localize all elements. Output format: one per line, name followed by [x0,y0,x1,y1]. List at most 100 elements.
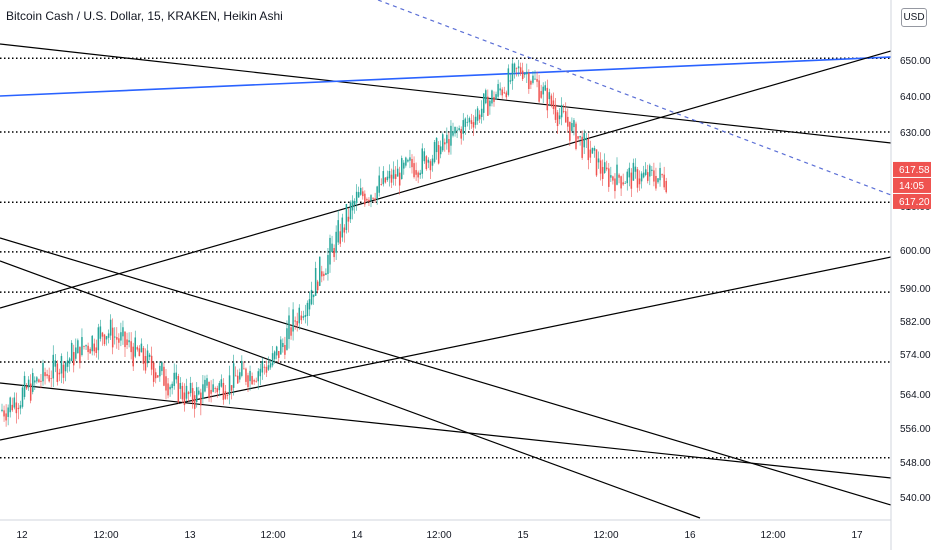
candle-body [644,169,647,175]
candle-body [550,95,553,106]
candle-body [431,158,434,166]
candle-body [378,175,380,193]
candle-body [140,343,143,353]
candle-body [597,158,600,163]
candle-body [306,302,309,316]
time-tick-label: 12:00 [93,530,118,541]
candle-body [413,163,415,178]
candle-body [487,96,489,116]
candle-body [282,343,284,348]
candle-body [185,385,188,399]
candle-body [337,220,339,243]
candle-body [349,202,352,220]
candle-body [146,350,149,364]
candle-body [663,174,665,188]
candle-body [653,170,655,182]
candle-body [89,348,91,354]
candle-body [595,149,598,176]
candle-body [62,364,65,378]
trend-line [0,56,892,97]
trend-line [0,50,892,309]
candle-body [542,86,544,95]
candle-body [474,116,477,125]
candle-body [569,121,571,141]
candle-body [462,120,464,134]
candle-body [310,289,313,305]
candle-body [122,327,124,337]
currency-button[interactable]: USD [901,8,927,27]
candle-body [11,404,13,411]
candle-body [544,85,546,91]
candle-body [228,375,231,395]
candle-body [87,345,89,353]
candle-body [66,360,69,367]
candle-body [327,255,329,274]
candle-body [56,363,59,382]
candle-body [208,381,210,399]
candle-body [200,392,202,406]
candle-body [136,347,139,350]
candle-body [396,168,399,177]
candle-body [15,402,18,414]
candle-body [189,382,192,394]
candle-body [191,388,194,403]
horizontal-levels [0,57,891,459]
candle-body [196,387,198,403]
candle-body [353,201,356,206]
candlesticks [1,59,667,427]
candle-body [138,348,141,357]
candle-body [483,93,485,113]
countdown-badge: 14:05 [899,181,924,192]
candle-body [312,294,315,298]
candle-body [591,147,594,154]
candle-body [116,337,118,340]
time-tick-label: 12:00 [593,530,618,541]
candle-body [323,273,325,276]
candle-body [13,397,16,408]
candle-body [48,375,50,382]
trend-line [0,382,892,479]
candle-body [405,157,407,166]
candle-body [300,315,303,321]
candle-body [661,174,663,176]
candle-body [278,350,280,358]
candle-body [628,167,631,178]
candle-body [476,108,479,121]
candle-body [442,134,444,151]
last-price-badge-bg [893,161,931,177]
candle-body [259,368,262,377]
candle-body [577,136,579,139]
candle-body [560,104,563,118]
candle-body [540,91,542,98]
candle-body [253,380,255,382]
candle-body [114,336,116,338]
candle-body [198,390,200,395]
candle-body [575,123,577,149]
candle-body [427,159,430,163]
candle-body [620,176,622,189]
candle-body [27,379,30,388]
candle-body [220,379,223,387]
candle-body [366,199,368,201]
candle-body [478,114,481,120]
candle-body [554,104,557,120]
candle-body [521,70,524,79]
candle-body [130,341,132,353]
candle-body [528,73,530,89]
candle-body [210,389,212,394]
candle-body [536,78,538,82]
candle-body [73,352,75,366]
candle-body [286,328,288,350]
candle-body [511,63,514,81]
candle-body [515,67,518,69]
candle-body [255,380,257,382]
candle-body [384,177,387,183]
time-tick-label: 12:00 [760,530,785,541]
time-tick-label: 15 [517,530,529,541]
candle-body [107,333,110,338]
candle-body [81,337,83,356]
candle-body [325,273,327,275]
candle-body [269,363,272,368]
candle-body [472,122,475,128]
